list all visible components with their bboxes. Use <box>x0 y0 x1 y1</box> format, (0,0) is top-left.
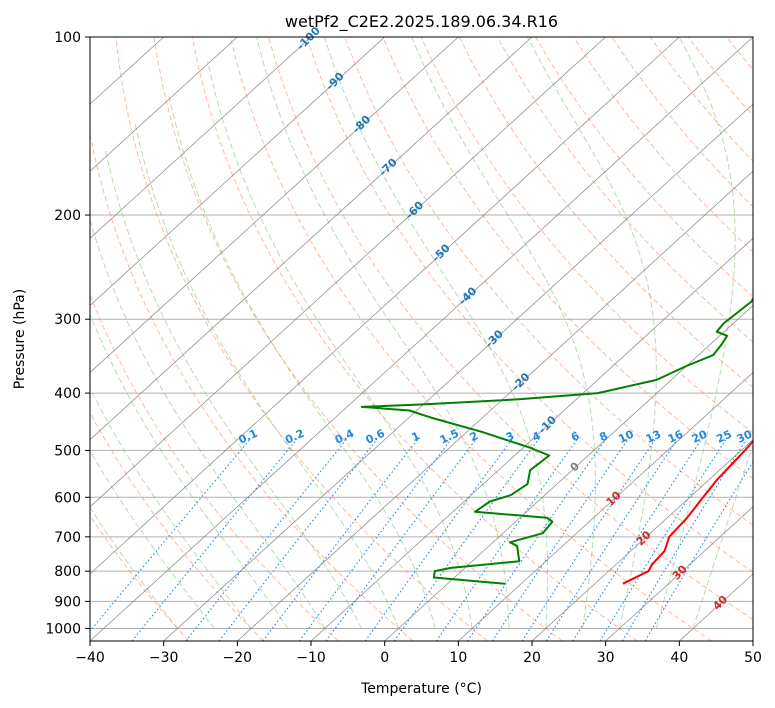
isotherm-line <box>458 372 753 641</box>
mixing-ratio-line <box>298 439 452 641</box>
mixing-ratio-line <box>599 439 727 641</box>
plot-frame <box>89 36 754 642</box>
y-tick-label: 600 <box>54 490 81 506</box>
mixing-ratio-line <box>491 439 629 641</box>
moist-adiabat-line <box>90 218 326 629</box>
chart-title: wetPf2_C2E2.2025.189.06.34.R16 <box>285 12 558 32</box>
isotherm-line <box>384 304 753 641</box>
dry-adiabat-line <box>115 37 488 641</box>
mixing-ratio-line <box>435 439 578 641</box>
y-tick-label: 300 <box>54 312 81 328</box>
dry-adiabat-line <box>229 37 712 641</box>
x-tick-label: 0 <box>380 650 389 666</box>
isotherm-line <box>163 103 753 641</box>
mixing-ratio-label: 10 <box>617 427 637 445</box>
isotherm-line <box>90 37 385 306</box>
moist-adiabat-line <box>168 94 436 629</box>
isotherm-line <box>310 237 753 641</box>
isotherm-line <box>90 37 459 374</box>
isotherm-line <box>90 37 753 641</box>
mixing-ratio-line <box>621 439 747 641</box>
dry-adiabat-line <box>496 37 753 343</box>
isotherm-line <box>605 506 753 641</box>
dry-adiabat-line <box>268 37 753 621</box>
moist-adiabat-line <box>256 37 510 629</box>
isotherm-line <box>90 37 312 239</box>
dewpoint-profile-line <box>360 296 753 585</box>
isotherm-line <box>752 640 753 641</box>
y-tick-label: 900 <box>54 594 81 610</box>
moist-adiabat-line <box>90 449 215 629</box>
moist-adiabat-line <box>90 313 289 629</box>
y-tick-label: 800 <box>54 564 81 580</box>
dry-adiabat-line <box>420 37 753 434</box>
x-tick-label: 10 <box>449 650 467 666</box>
mixing-ratio-label: 30 <box>735 427 755 445</box>
isotherm-line <box>237 170 753 641</box>
y-tick-label: 700 <box>54 530 81 546</box>
dry-adiabat-line <box>306 37 753 573</box>
dry-adiabat-line <box>153 37 563 641</box>
mixing-ratio-line <box>325 439 476 641</box>
dry-adiabat-line <box>90 293 339 641</box>
mixing-ratio-label: 25 <box>714 428 733 446</box>
mixing-ratio-line <box>644 460 753 641</box>
isotherm-line <box>90 37 238 172</box>
x-tick-label: −40 <box>75 650 105 666</box>
mixing-ratio-label: 16 <box>666 427 686 445</box>
dry-adiabat-line <box>90 411 264 641</box>
mixing-ratio-label: 20 <box>690 427 710 445</box>
y-tick-label: 1000 <box>45 621 81 637</box>
mixing-ratio-line <box>218 439 378 641</box>
x-tick-label: 30 <box>597 650 615 666</box>
moist-adiabat-line <box>411 37 596 629</box>
mixing-ratio-line <box>131 439 297 641</box>
dry-adiabat-line <box>535 37 753 298</box>
y-tick-label: 100 <box>54 30 81 46</box>
dry-adiabat-line <box>191 37 638 641</box>
y-tick-label: 400 <box>54 386 81 402</box>
moist-adiabat-line <box>655 37 736 629</box>
isotherm-line <box>90 37 533 441</box>
x-tick-label: −10 <box>296 650 326 666</box>
mixing-ratio-line <box>521 439 656 641</box>
y-tick-label: 200 <box>54 208 81 224</box>
y-tick-label: 500 <box>54 443 81 459</box>
x-tick-label: 20 <box>523 650 541 666</box>
moist-adiabat-line <box>90 386 252 629</box>
mixing-ratio-label: 13 <box>644 428 663 446</box>
isotherm-line <box>90 37 680 575</box>
isotherm-line <box>90 37 606 508</box>
moist-adiabat-line <box>323 37 549 629</box>
x-tick-label: 50 <box>744 650 762 666</box>
dry-adiabat-line <box>765 37 775 641</box>
mixing-ratio-line <box>572 439 702 641</box>
moist-adiabat-line <box>104 149 363 629</box>
mixing-ratio-line <box>467 439 606 641</box>
x-tick-label: 40 <box>670 650 688 666</box>
moist-adiabat-line <box>134 123 399 629</box>
x-tick-label: −20 <box>223 650 253 666</box>
mixing-ratio-line <box>90 439 251 632</box>
temperature-profile-line <box>622 439 753 585</box>
isotherm-line <box>531 439 753 641</box>
y-axis-label: Pressure (hPa) <box>12 289 28 389</box>
x-axis-label: Temperature (°C) <box>360 681 482 697</box>
moist-adiabat-line <box>526 37 657 629</box>
x-tick-label: −30 <box>149 650 179 666</box>
mixing-ratio-line <box>364 439 512 641</box>
